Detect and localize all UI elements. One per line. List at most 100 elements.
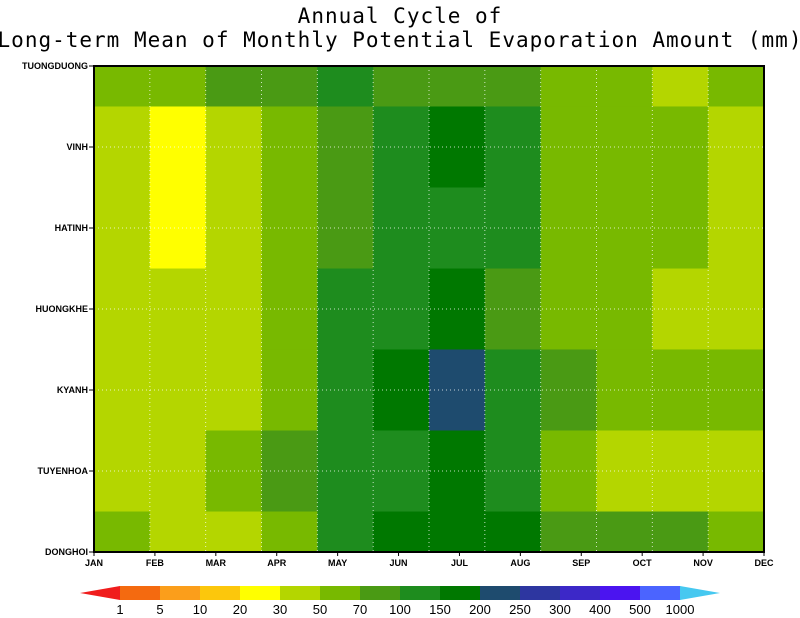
x-axis: JAN FEB MAR APR MAY JUN JUL AUG SEP OCT NOV DEC (85, 552, 774, 568)
heatmap-cell (317, 349, 374, 432)
colorbar-label: 5 (156, 602, 163, 617)
colorbar-box (320, 586, 361, 600)
heatmap-cell (652, 511, 709, 553)
heatmap-cell (261, 106, 318, 189)
heatmap-cell (708, 349, 765, 432)
heatmap-cell (205, 106, 263, 189)
colorbar-box (200, 586, 241, 600)
heatmap-cell (373, 511, 430, 553)
heatmap-cell (429, 187, 486, 270)
heatmap-cell (261, 430, 318, 513)
colorbar-label: 30 (273, 602, 287, 617)
heatmap-cell (261, 349, 318, 432)
heatmap-cell (540, 187, 598, 270)
heatmap-cell (596, 511, 653, 553)
heatmap-cell (540, 511, 598, 553)
colorbar-arrow-left (80, 586, 120, 600)
heatmap-cell (652, 66, 709, 108)
heatmap-cell (317, 66, 374, 108)
x-tick-label: MAR (206, 558, 227, 568)
heatmap-cell (261, 66, 318, 108)
heatmap-cell (652, 187, 709, 270)
heatmap-cell (596, 268, 653, 351)
colorbar-box (520, 586, 561, 600)
heatmap-cell (484, 511, 542, 553)
heatmap-cell (429, 349, 486, 432)
x-tick-label: OCT (633, 558, 653, 568)
heatmap-cell (540, 430, 598, 513)
colorbar-label: 50 (313, 602, 327, 617)
colorbar-box (240, 586, 281, 600)
heatmap-cell (205, 349, 263, 432)
heatmap-cell (708, 187, 765, 270)
heatmap-cell (429, 511, 486, 553)
y-tick-label: TUYENHOA (37, 466, 88, 476)
heatmap-cell (484, 66, 542, 108)
heatmap-cell (652, 106, 709, 189)
heatmap-cell (317, 511, 374, 553)
chart-title-line-1: Annual Cycle of (298, 4, 503, 28)
heatmap-cell (596, 106, 653, 189)
heatmap-cell (708, 268, 765, 351)
heatmap-cell (596, 187, 653, 270)
heatmap-cell (484, 187, 542, 270)
colorbar-label: 1 (116, 602, 123, 617)
colorbar-label: 1000 (666, 602, 695, 617)
heatmap-cell (708, 106, 765, 189)
colorbar-label: 100 (389, 602, 411, 617)
heatmap-cell (205, 511, 263, 553)
x-tick-label: AUG (510, 558, 530, 568)
heatmap-cell (149, 511, 207, 553)
heatmap-cell (484, 268, 542, 351)
colorbar-label: 20 (233, 602, 247, 617)
heatmap-cell (373, 66, 430, 108)
x-tick-label: SEP (572, 558, 590, 568)
heatmap-cell (317, 430, 374, 513)
heatmap-cell (373, 106, 430, 189)
heatmap-cell (652, 349, 709, 432)
heatmap-cell (261, 187, 318, 270)
x-tick-label: JUN (390, 558, 408, 568)
heatmap-cell (596, 66, 653, 108)
y-tick-label: HUONGKHE (35, 304, 88, 314)
x-tick-label: JUL (451, 558, 469, 568)
heatmap-cell (205, 66, 263, 108)
heatmap-cell (540, 66, 598, 108)
heatmap-cell (205, 268, 263, 351)
colorbar-box (280, 586, 321, 600)
chart-title-line-2: Long-term Mean of Monthly Potential Evap… (0, 28, 800, 52)
heatmap-cell (540, 268, 598, 351)
x-tick-label: NOV (693, 558, 713, 568)
heatmap-cell (317, 268, 374, 351)
heatmap-cell (429, 268, 486, 351)
colorbar-box (400, 586, 441, 600)
colorbar-label: 500 (629, 602, 651, 617)
colorbar-label: 200 (469, 602, 491, 617)
x-tick-label: APR (267, 558, 287, 568)
heatmap-cell (149, 66, 207, 108)
y-tick-label: KYANH (57, 385, 88, 395)
heatmap-cell (708, 430, 765, 513)
grid-lines (94, 66, 764, 552)
heatmap-cell (373, 268, 430, 351)
heatmap-cell (317, 106, 374, 189)
heatmap-cell (484, 349, 542, 432)
colorbar-box (600, 586, 641, 600)
heatmap-cell (484, 106, 542, 189)
heatmap-cell (540, 106, 598, 189)
y-axis: DONGHOI TUYENHOA KYANH HUONGKHE HATINH VINH TU… (22, 61, 94, 557)
colorbar-label: 10 (193, 602, 207, 617)
x-tick-label: JAN (85, 558, 103, 568)
colorbar-label: 300 (549, 602, 571, 617)
heatmap-cell (205, 430, 263, 513)
heatmap-cell (94, 66, 151, 108)
heatmap-cell (429, 430, 486, 513)
colorbar-box (440, 586, 481, 600)
heatmap-cell (652, 268, 709, 351)
y-tick-label: HATINH (55, 223, 88, 233)
y-tick-label: DONGHOI (45, 547, 88, 557)
colorbar-box (640, 586, 681, 600)
heatmap-cell (540, 349, 598, 432)
y-tick-label: VINH (66, 142, 88, 152)
y-tick-label: TUONGDUONG (22, 61, 88, 71)
